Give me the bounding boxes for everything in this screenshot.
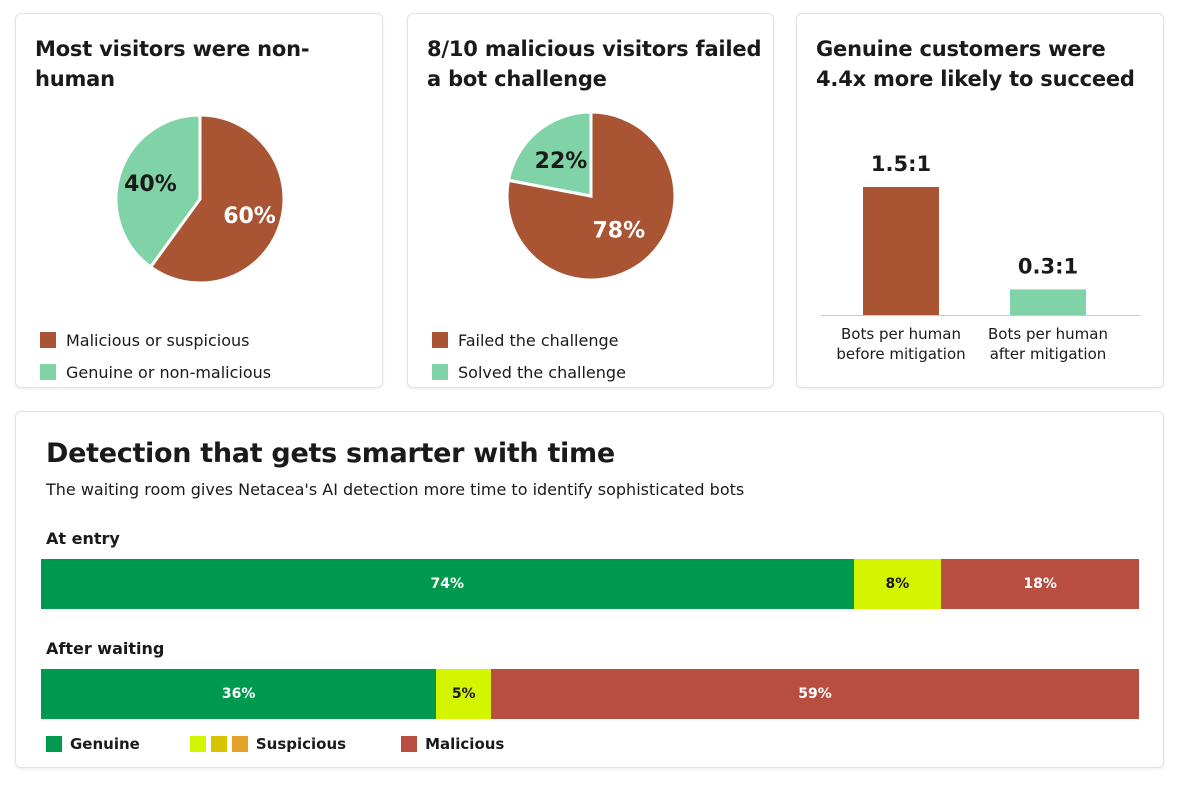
detection-subtitle: The waiting room gives Netacea's AI dete… [46,480,745,499]
pie-slice-label: 40% [124,172,177,197]
legend-item: Malicious or suspicious [40,324,271,356]
bar-category-line: after mitigation [989,345,1107,363]
challenge-pie-chart: 78% 22% [505,110,677,282]
pie-slice-label: 60% [223,204,276,229]
legend-label: Suspicious [255,735,347,753]
legend-swatch [231,736,248,752]
legend-swatch [401,736,418,752]
pie-slice [505,110,677,282]
bar [863,187,939,315]
stacked-bar-segment: 5% [436,669,492,719]
stacked-bar-segment: 18% [941,559,1139,609]
legend-item: Solved the challenge [432,356,626,388]
customers-card: Genuine customers were 4.4x more likely … [796,13,1164,388]
legend-item: Genuine or non-malicious [40,356,271,388]
legend-item: Suspicious [189,735,347,753]
legend-swatch [432,332,448,348]
legend-item: Genuine [46,735,140,753]
stacked-bar-segment: 8% [853,559,942,609]
bar-category-line: Bots per human [841,325,961,343]
bar-value-label: 1.5:1 [871,152,931,176]
stacked-bar-segment: 74% [41,559,854,609]
card-title: Most visitors were non-human [35,37,310,91]
legend-swatch [46,736,62,752]
pie-slice [506,110,593,198]
bots-per-human-bar-chart: 1.5:1 0.3:1 [821,152,1140,316]
visitors-pie-chart: 60% 40% [114,113,286,285]
bar-value-label: 0.3:1 [1018,254,1078,278]
pie-slice [114,113,202,270]
legend-swatch [210,736,227,752]
challenge-card: 8/10 malicious visitors failed a bot cha… [407,13,774,388]
pie-slice-label: 78% [593,219,646,244]
legend-label: Solved the challenge [458,362,626,382]
bar-category-line: before mitigation [836,345,966,363]
legend-item: Malicious [401,735,504,753]
card-title: Genuine customers were 4.4x more likely … [816,37,1135,91]
legend-swatch [40,332,56,348]
bar [1010,289,1086,315]
stack-row-label: After waiting [46,639,165,658]
detection-card: Detection that gets smarter with time Th… [15,411,1164,768]
stacked-bar: 36% 5% 59% [41,669,1139,719]
card-title: 8/10 malicious visitors failed a bot cha… [427,37,762,91]
bar-category-label: Bots per human after mitigation [978,324,1118,364]
legend-label: Malicious or suspicious [66,330,250,350]
legend-label: Failed the challenge [458,330,619,350]
detection-legend: Genuine Suspicious Malicious [46,735,504,753]
visitors-legend: Malicious or suspicious Genuine or non-ma… [40,324,271,388]
legend-swatch [40,364,56,380]
stack-row-label: At entry [46,529,120,548]
legend-label: Genuine or non-malicious [66,362,272,382]
legend-swatch [432,364,448,380]
stacked-bar-segment: 36% [41,669,437,719]
pie-slice-label: 22% [535,149,588,174]
bar-category-line: Bots per human [988,325,1108,343]
stacked-bar-segment: 59% [491,669,1139,719]
detection-title: Detection that gets smarter with time [46,438,615,469]
visitors-card: Most visitors were non-human 60% 40% Mali… [15,13,383,388]
legend-swatch [189,736,206,752]
legend-label: Genuine [70,735,140,753]
stacked-bar: 74% 8% 18% [41,559,1139,609]
pie-slice [148,113,286,285]
bar-category-label: Bots per human before mitigation [831,324,971,364]
legend-item: Failed the challenge [432,324,626,356]
legend-label: Malicious [425,735,505,753]
challenge-legend: Failed the challenge Solved the challenge [432,324,626,388]
